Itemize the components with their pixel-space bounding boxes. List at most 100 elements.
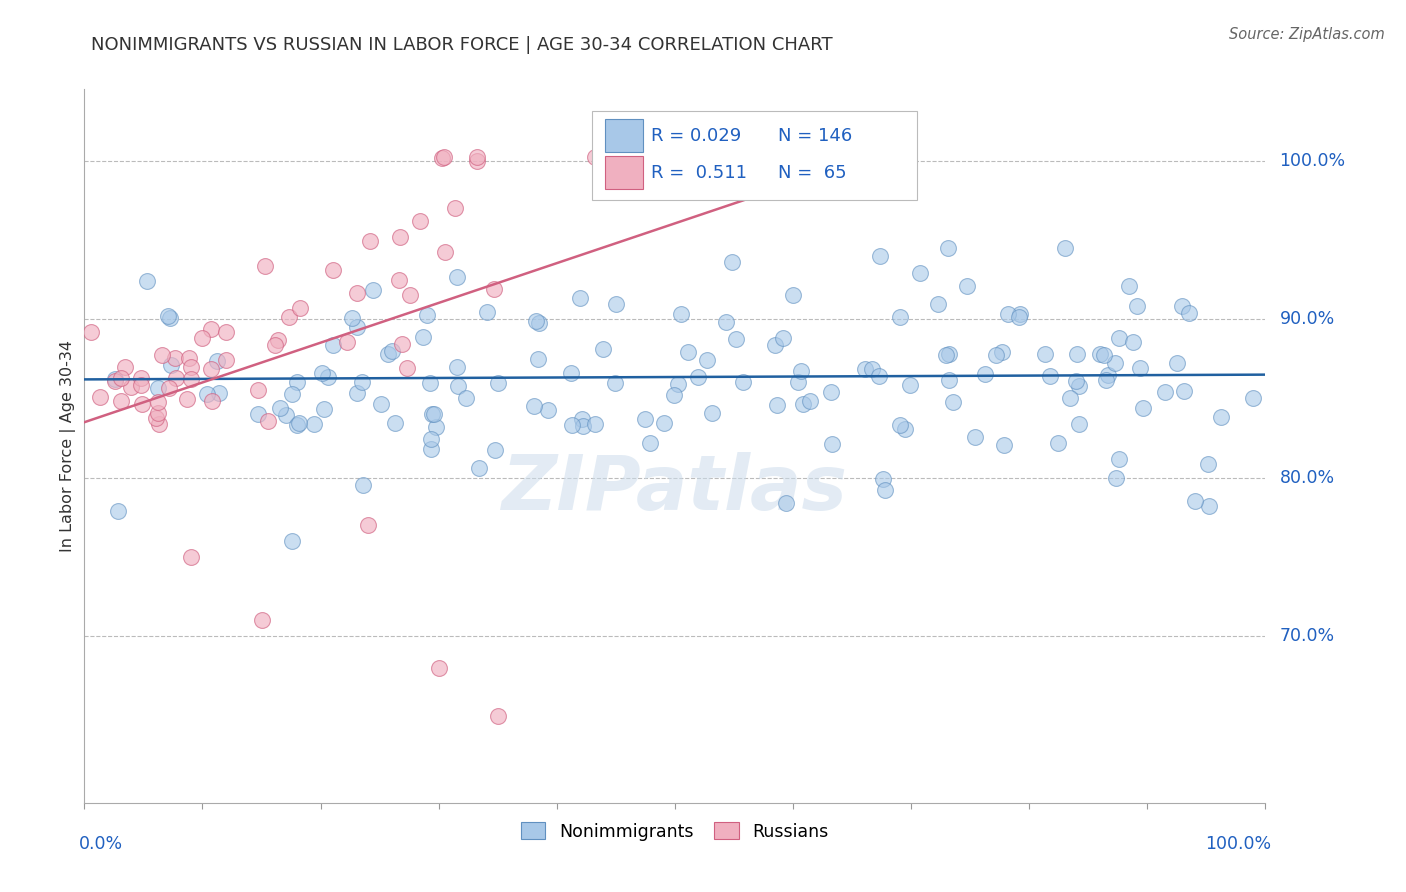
Point	[1184, 493, 1206, 508]
Point	[486, 708, 509, 723]
Point	[993, 438, 1015, 452]
Point	[799, 394, 821, 409]
Point	[302, 417, 325, 431]
Point	[640, 435, 662, 450]
Point	[733, 375, 755, 389]
Point	[1059, 391, 1081, 405]
Point	[156, 309, 179, 323]
Point	[938, 347, 960, 361]
Point	[860, 361, 883, 376]
Point	[572, 418, 595, 433]
Point	[853, 362, 876, 376]
Point	[974, 367, 997, 381]
Point	[875, 483, 897, 498]
Point	[1067, 378, 1090, 392]
Point	[377, 347, 399, 361]
Text: 100.0%: 100.0%	[1205, 835, 1271, 853]
Point	[765, 398, 787, 412]
Point	[868, 369, 890, 384]
Point	[986, 348, 1008, 362]
Point	[1241, 391, 1264, 405]
Point	[287, 416, 309, 430]
Text: N = 146: N = 146	[778, 127, 852, 145]
Point	[430, 151, 453, 165]
Point	[399, 287, 422, 301]
Point	[1126, 299, 1149, 313]
Point	[391, 337, 413, 351]
Point	[724, 332, 747, 346]
Point	[267, 333, 290, 347]
Point	[180, 549, 202, 564]
Text: N =  65: N = 65	[778, 164, 846, 182]
Point	[287, 375, 309, 389]
Point	[527, 351, 550, 366]
Point	[285, 417, 308, 432]
Point	[1198, 499, 1220, 513]
Point	[114, 359, 136, 374]
Point	[135, 274, 157, 288]
Point	[1066, 374, 1088, 388]
FancyBboxPatch shape	[605, 120, 643, 152]
Point	[311, 366, 333, 380]
Legend: Nonimmigrants, Russians: Nonimmigrants, Russians	[515, 815, 835, 847]
Point	[527, 316, 550, 330]
Point	[1088, 347, 1111, 361]
Point	[370, 396, 392, 410]
Point	[465, 150, 488, 164]
Text: ZIPatlas: ZIPatlas	[502, 452, 848, 525]
Point	[820, 384, 842, 399]
Point	[427, 661, 450, 675]
Point	[792, 397, 814, 411]
Text: 0.0%: 0.0%	[79, 835, 122, 853]
Point	[446, 269, 468, 284]
Point	[733, 150, 755, 164]
Point	[129, 370, 152, 384]
Point	[165, 351, 187, 365]
Point	[346, 385, 368, 400]
Point	[322, 263, 344, 277]
Text: NONIMMIGRANTS VS RUSSIAN IN LABOR FORCE | AGE 30-34 CORRELATION CHART: NONIMMIGRANTS VS RUSSIAN IN LABOR FORCE …	[91, 36, 832, 54]
Point	[1171, 299, 1194, 313]
Point	[1108, 452, 1130, 467]
Point	[465, 153, 488, 168]
Point	[700, 406, 723, 420]
Point	[250, 614, 273, 628]
Point	[688, 369, 710, 384]
FancyBboxPatch shape	[592, 111, 917, 200]
Point	[889, 310, 911, 324]
Point	[938, 373, 960, 387]
Point	[388, 273, 411, 287]
Point	[423, 407, 446, 421]
Point	[568, 291, 591, 305]
Point	[1132, 401, 1154, 416]
Point	[1104, 356, 1126, 370]
Point	[1108, 330, 1130, 344]
Point	[89, 390, 111, 404]
Point	[560, 366, 582, 380]
Point	[288, 301, 311, 316]
Point	[274, 408, 297, 422]
Point	[350, 375, 373, 389]
Point	[475, 304, 498, 318]
Y-axis label: In Labor Force | Age 30-34: In Labor Force | Age 30-34	[60, 340, 76, 552]
Point	[278, 310, 301, 324]
Point	[1211, 410, 1233, 425]
Point	[148, 417, 170, 431]
Point	[1166, 356, 1188, 370]
Point	[247, 407, 270, 421]
Point	[775, 496, 797, 510]
Point	[131, 397, 153, 411]
Point	[395, 361, 418, 376]
Point	[571, 412, 593, 426]
Point	[420, 432, 443, 446]
Point	[1095, 373, 1118, 387]
Point	[669, 307, 692, 321]
Point	[898, 378, 921, 392]
Point	[419, 376, 441, 390]
Point	[342, 310, 364, 325]
Point	[314, 401, 336, 416]
Point	[889, 417, 911, 432]
Point	[468, 461, 491, 475]
Point	[269, 401, 291, 415]
Point	[720, 255, 742, 269]
